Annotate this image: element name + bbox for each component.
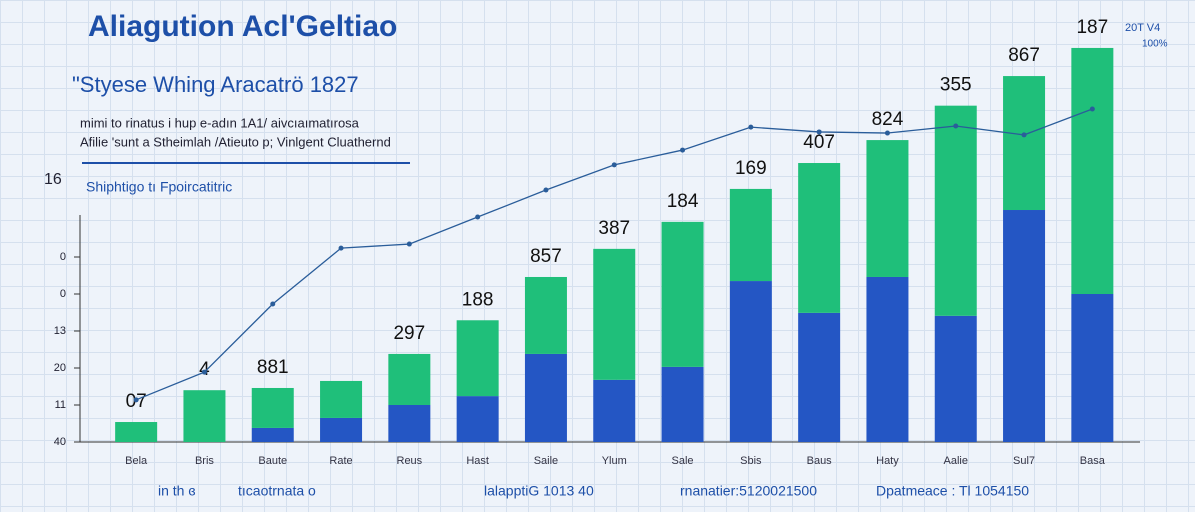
x-tick-label: Basa [1080, 455, 1106, 467]
bar-segment [593, 379, 636, 442]
y-tick-label: 13 [54, 325, 66, 337]
y-tick-label: 40 [54, 436, 66, 448]
bar-segment [1071, 47, 1114, 295]
line-point [611, 162, 617, 168]
bar-segment [115, 422, 158, 442]
bar-segment [388, 405, 431, 442]
line-point [338, 245, 344, 251]
bar-segment [661, 221, 704, 367]
corner-label: 20T V4 [1125, 22, 1160, 34]
y-tick-label: 11 [55, 399, 66, 411]
bar-segment [1003, 210, 1046, 442]
line-point [133, 397, 139, 403]
bar-segment [524, 276, 567, 354]
bar-segment [183, 390, 226, 442]
x-tick-label: Sul7 [1013, 455, 1035, 467]
x-tick-label: Bela [125, 455, 148, 467]
bar-segment [934, 105, 977, 316]
x-tick-label: Baute [258, 455, 287, 467]
bar-segment [866, 276, 909, 442]
line-point [1089, 106, 1095, 112]
x-tick-label: Saile [534, 455, 558, 467]
line-point [201, 369, 207, 375]
x-tick-label: Ylum [602, 455, 627, 467]
bar-label: 169 [735, 158, 767, 179]
line-point [475, 214, 481, 220]
line-point [270, 301, 276, 307]
bar-segment [593, 248, 636, 380]
footer: lalapptiG 1013 40 [484, 483, 594, 499]
line-point [680, 147, 686, 153]
bar-segment [320, 380, 363, 418]
bar-label: 407 [803, 132, 835, 153]
bar-segment [798, 312, 841, 442]
x-tick-label: Baus [807, 455, 833, 467]
footer: rnanatier:5120021500 [680, 483, 817, 499]
bar-segment [1071, 294, 1114, 442]
note: Afilie 'sunt a Stheimlah /Atieuto p; Vin… [80, 134, 391, 149]
bar-segment [388, 353, 431, 405]
bar-segment [251, 387, 294, 428]
footer: in th ɞ [158, 483, 195, 499]
corner-label: 100% [1142, 39, 1168, 50]
bar-label: 188 [462, 289, 494, 310]
y-tick-label: 0 [60, 288, 66, 300]
bar-label: 867 [1008, 45, 1040, 66]
bar-segment [729, 188, 772, 282]
line-point [884, 130, 890, 136]
bar-label: 824 [872, 109, 904, 130]
bar-segment [456, 396, 499, 442]
bar-label: 857 [530, 246, 562, 267]
bar-label: 187 [1076, 17, 1108, 38]
line-point [748, 124, 754, 130]
bar-segment [866, 140, 909, 277]
bar-label: 184 [667, 191, 699, 212]
subtitle: "Styese Whing Aracatrö 1827 [72, 72, 359, 97]
y-tick-label: 0 [60, 251, 66, 263]
bar-segment [524, 353, 567, 442]
x-tick-label: Sbis [740, 455, 762, 467]
x-tick-label: Hast [466, 455, 489, 467]
bar-segment [798, 163, 841, 313]
line-point [1021, 132, 1027, 138]
bar-segment [456, 320, 499, 397]
bar-label: 297 [393, 323, 425, 344]
bar-segment [251, 427, 294, 442]
side-label: 16 [44, 171, 62, 188]
footer: tıcaotrnata o [238, 483, 316, 499]
bar-segment [729, 281, 772, 442]
line-point [406, 241, 412, 247]
bar-segment [661, 366, 704, 442]
footer: Dpatmeace : Tl 1054150 [876, 483, 1029, 499]
x-tick-label: Aalie [944, 455, 968, 467]
y-tick-label: 20 [54, 362, 66, 374]
x-tick-label: Rate [329, 455, 352, 467]
bar-label: 387 [598, 218, 630, 239]
x-tick-label: Bris [195, 455, 214, 467]
bar-label: 881 [257, 357, 289, 378]
note: mimi to rinatus i hup e-adın 1A1/ aivcıa… [80, 115, 360, 130]
section-label: Shiphtigo tı Fpoircatitric [86, 179, 232, 195]
line-point [816, 129, 822, 135]
line-point [953, 123, 959, 129]
chart-title: Aliagution Acl'Geltiao [88, 10, 397, 43]
x-tick-label: Haty [876, 455, 899, 467]
x-tick-label: Reus [397, 455, 423, 467]
x-tick-label: Sale [672, 455, 694, 467]
bar-segment [1003, 76, 1046, 211]
bar-segment [934, 315, 977, 442]
bar-segment [320, 417, 363, 442]
line-point [543, 187, 549, 193]
bar-label: 355 [940, 75, 972, 96]
